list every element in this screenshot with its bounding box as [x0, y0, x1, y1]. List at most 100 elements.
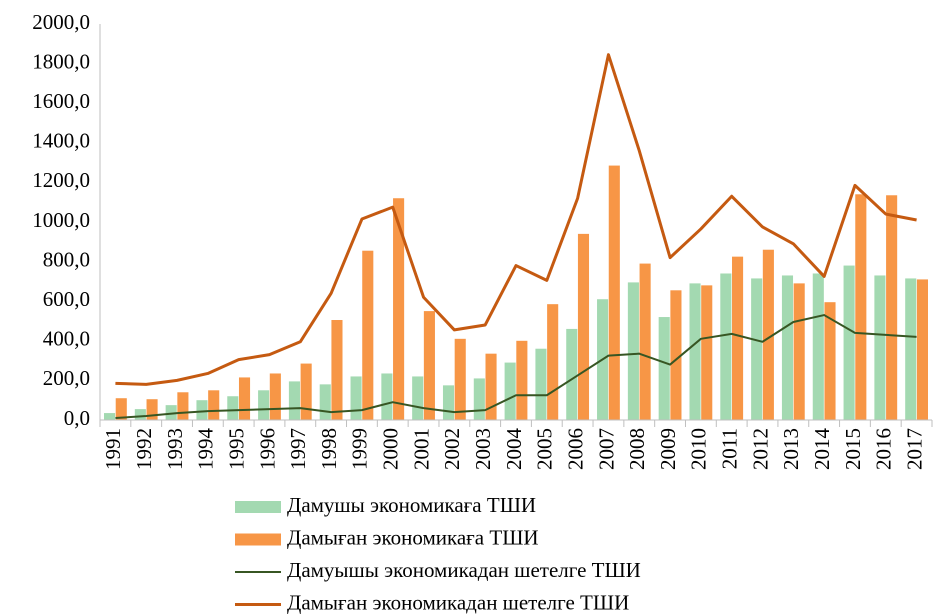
x-tick-label: 2001	[409, 428, 433, 470]
bar	[855, 194, 867, 420]
y-tick-label: 0,0	[64, 406, 90, 430]
legend-label: Дамушы экономикаға ТШИ	[287, 493, 536, 517]
bar	[393, 198, 405, 420]
x-tick-label: 1992	[132, 428, 156, 470]
x-tick-label: 2005	[533, 428, 557, 470]
line	[115, 314, 917, 420]
bar	[165, 405, 177, 420]
x-tick-label: 1996	[255, 428, 279, 470]
x-tick-label: 1999	[348, 428, 372, 470]
bar	[627, 282, 639, 420]
x-tick-label: 2010	[687, 428, 711, 470]
y-tick-label: 1800,0	[32, 49, 90, 73]
bar	[905, 278, 917, 420]
x-tick-label: 2002	[440, 428, 464, 470]
x-tick-label: 2016	[872, 428, 896, 470]
line	[115, 53, 917, 386]
x-tick-label: 2011	[718, 428, 742, 469]
x-tick-label: 2015	[841, 428, 865, 470]
bar	[639, 263, 651, 420]
bar	[916, 279, 928, 420]
bar	[362, 250, 374, 420]
x-tick-label: 1994	[194, 428, 218, 471]
bar	[762, 249, 774, 420]
bar	[331, 320, 343, 420]
y-tick-label: 2000,0	[32, 10, 90, 34]
bar	[454, 338, 466, 420]
bar	[720, 273, 732, 420]
bar	[288, 381, 300, 420]
x-tick-label: 2008	[625, 428, 649, 470]
bar	[227, 396, 239, 420]
bar	[547, 304, 559, 420]
bar	[134, 409, 146, 420]
bar	[146, 399, 158, 420]
y-tick-label: 400,0	[43, 327, 90, 351]
x-tick-label: 1998	[317, 428, 341, 470]
x-tick-label: 2012	[748, 428, 772, 470]
bar	[238, 377, 251, 420]
bar	[412, 376, 424, 420]
x-tick-label: 2017	[902, 428, 926, 470]
bar	[269, 373, 281, 420]
bar	[177, 392, 189, 420]
bar	[843, 265, 855, 420]
x-tick-label: 2000	[379, 428, 403, 470]
y-tick-label: 1400,0	[32, 129, 90, 153]
legend-label: Дамыған экономикаға ТШИ	[287, 525, 539, 549]
bar	[689, 283, 701, 420]
bar	[319, 384, 331, 420]
y-tick-label: 800,0	[43, 247, 90, 271]
y-tick-label: 1600,0	[32, 89, 90, 113]
y-tick-label: 200,0	[43, 366, 90, 390]
bar	[812, 273, 824, 420]
x-tick-label: 2003	[471, 428, 495, 470]
x-tick-label: 1995	[224, 428, 248, 470]
x-tick-label: 2009	[656, 428, 680, 470]
x-tick-label: 2006	[563, 428, 587, 470]
bar	[793, 283, 805, 420]
legend-swatch	[235, 533, 281, 546]
legend-swatch	[235, 501, 281, 513]
y-tick-label: 600,0	[43, 287, 90, 311]
bar	[566, 328, 578, 420]
bar	[300, 363, 312, 420]
x-tick-label: 2004	[502, 428, 526, 471]
bar	[670, 290, 682, 420]
bar	[535, 348, 547, 420]
bar	[608, 165, 620, 420]
bar	[423, 311, 435, 420]
bar	[516, 340, 528, 420]
bar	[196, 400, 208, 420]
x-tick-label: 1993	[163, 428, 187, 470]
bar	[701, 285, 713, 420]
bar	[208, 390, 220, 420]
bar	[258, 390, 270, 420]
x-tick-label: 1997	[286, 428, 310, 470]
bar	[658, 317, 670, 420]
bar	[751, 278, 763, 420]
legend-label: Дамуышы экономикадан шетелге ТШИ	[287, 558, 641, 582]
legend-label: Дамыған экономикадан шетелге ТШИ	[287, 590, 629, 614]
bar	[781, 275, 794, 420]
x-tick-label: 2007	[594, 428, 618, 470]
x-tick-label: 2013	[779, 428, 803, 470]
bar	[473, 378, 485, 420]
y-tick-label: 1000,0	[32, 208, 90, 232]
bar	[350, 376, 362, 420]
bar	[104, 413, 116, 420]
bar	[732, 256, 744, 420]
bar	[442, 385, 455, 420]
bar	[886, 195, 898, 420]
bar	[115, 398, 127, 420]
x-tick-label: 2014	[810, 428, 834, 471]
bar	[577, 233, 590, 420]
bar	[824, 302, 836, 420]
y-tick-label: 1200,0	[32, 168, 90, 192]
bar	[504, 362, 516, 420]
bar	[381, 373, 393, 420]
bar	[485, 353, 497, 420]
bar	[874, 275, 886, 420]
x-tick-label: 1991	[101, 428, 125, 470]
